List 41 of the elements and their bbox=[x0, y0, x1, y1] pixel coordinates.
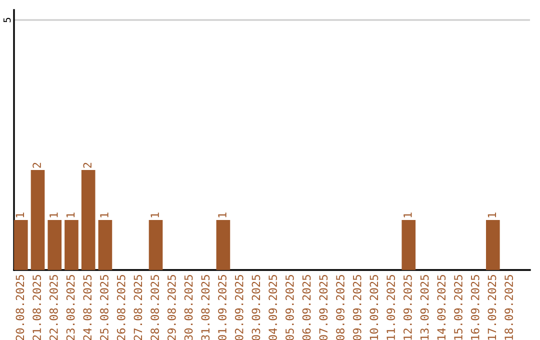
data-label: 1 bbox=[50, 212, 58, 218]
x-tick-label: 02.09.2025 bbox=[234, 275, 244, 340]
data-label: 1 bbox=[150, 212, 159, 218]
x-tick-label: 10.09.2025 bbox=[370, 275, 378, 340]
x-tick-label: 13.09.2025 bbox=[420, 275, 429, 340]
x-tick-label: 15.09.2025 bbox=[454, 275, 462, 340]
x-tick-label: 27.08.2025 bbox=[134, 275, 142, 340]
data-label: 1 bbox=[16, 212, 24, 218]
x-tick-label: 01.09.2025 bbox=[218, 275, 226, 340]
x-tick-label: 18.09.2025 bbox=[504, 275, 514, 340]
x-tick-label: 24.08.2025 bbox=[83, 275, 92, 340]
x-tick-label: 17.09.2025 bbox=[488, 275, 496, 340]
x-tick-label: 30.08.2025 bbox=[184, 275, 193, 340]
x-tick-label: 31.08.2025 bbox=[201, 275, 210, 340]
x-tick-label: 21.08.2025 bbox=[32, 275, 42, 340]
x-tick-label: 14.09.2025 bbox=[437, 275, 446, 340]
data-label: 1 bbox=[404, 212, 412, 218]
y-tick-label: 5 bbox=[4, 18, 11, 22]
x-tick-label: 03.09.2025 bbox=[252, 275, 260, 340]
data-label: 1 bbox=[488, 212, 496, 218]
x-tick-label: 16.09.2025 bbox=[470, 275, 480, 340]
x-tick-label: 09.09.2025 bbox=[352, 275, 362, 340]
data-label: 2 bbox=[83, 162, 92, 168]
data-label: 2 bbox=[32, 162, 41, 168]
x-tick-label: 12.09.2025 bbox=[403, 275, 412, 340]
x-tick-label: 29.08.2025 bbox=[167, 275, 176, 340]
x-tick-label: 28.08.2025 bbox=[150, 275, 160, 340]
x-tick-label: 20.08.2025 bbox=[16, 275, 24, 340]
x-tick-label: 23.08.2025 bbox=[66, 275, 75, 340]
data-label: 1 bbox=[100, 212, 108, 218]
x-tick-label: 07.09.2025 bbox=[319, 275, 328, 340]
x-tick-label: 08.09.2025 bbox=[336, 275, 344, 340]
x-tick-label: 06.09.2025 bbox=[302, 275, 311, 340]
x-tick-label: 11.09.2025 bbox=[386, 275, 396, 340]
x-tick-label: 26.08.2025 bbox=[116, 275, 126, 340]
x-tick-label: 05.09.2025 bbox=[285, 275, 294, 340]
x-tick-label: 04.09.2025 bbox=[268, 275, 278, 340]
x-tick-label: 25.08.2025 bbox=[100, 275, 108, 340]
data-label: 1 bbox=[218, 212, 226, 218]
x-tick-label: 22.08.2025 bbox=[49, 275, 58, 340]
data-label: 1 bbox=[66, 212, 75, 218]
